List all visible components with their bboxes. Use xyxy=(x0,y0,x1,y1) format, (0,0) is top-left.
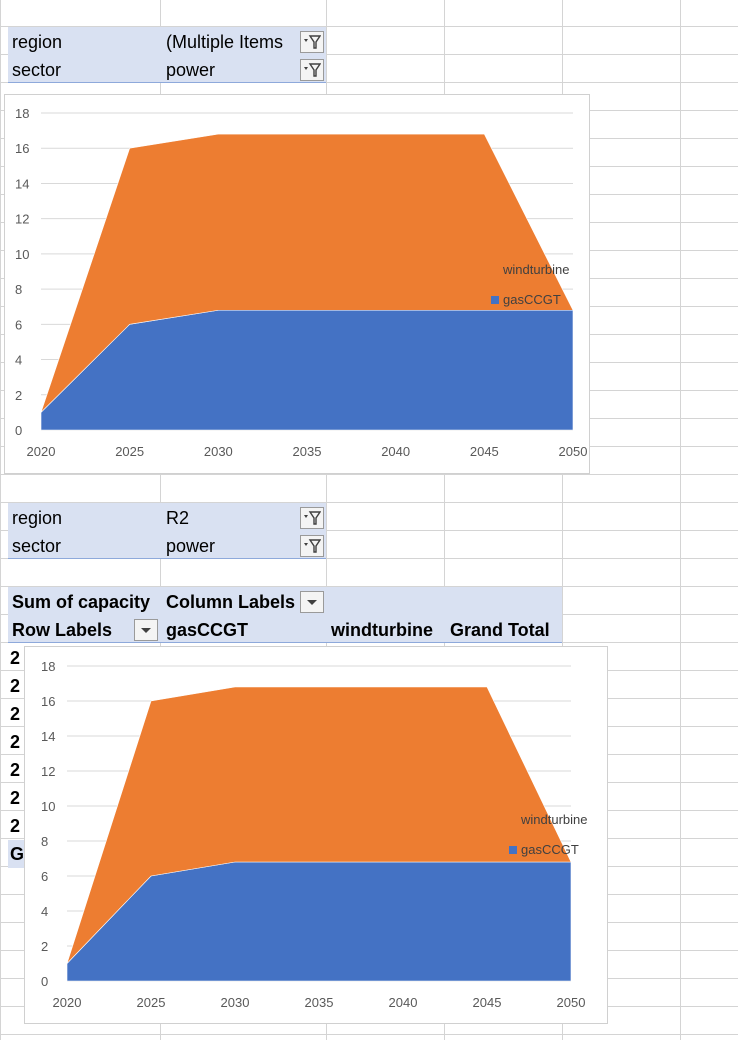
dropdown-icon xyxy=(307,600,317,605)
y-tick-label: 12 xyxy=(15,212,29,227)
x-tick-label: 2045 xyxy=(470,444,499,459)
filter-row-sector xyxy=(8,55,326,83)
y-tick-label: 10 xyxy=(15,247,29,262)
chart-svg: 0 2 4 6 8 10 12 14 16 18 2020 2025 2030 2035 2040 2045 2… xyxy=(15,106,588,459)
region-value: R2 xyxy=(166,508,190,528)
grand-total-row xyxy=(8,840,24,868)
x-tick-label: 2035 xyxy=(293,444,322,459)
y-tick-label: 2 xyxy=(15,388,22,403)
legend-label: windturbine xyxy=(520,812,588,827)
sector-value: power xyxy=(166,60,216,80)
filter-icon xyxy=(304,63,321,77)
area-chart-top[interactable]: 0 2 4 6 8 10 12 14 16 18 2020 2025 2030 2035 2040 2045 2… xyxy=(4,94,590,474)
y-tick-label: 6 xyxy=(15,317,22,332)
y-tick-label: 0 xyxy=(15,423,22,438)
y-tick-label: 16 xyxy=(41,694,55,709)
legend-label: gasCCGT xyxy=(503,292,561,307)
row-labels-dropdown[interactable] xyxy=(134,619,158,641)
pivot-col-gasccgt: gasCCGT xyxy=(166,620,249,640)
filter-icon xyxy=(304,539,321,553)
dropdown-icon xyxy=(141,628,151,633)
area-series-windturbine xyxy=(66,686,572,964)
area-series-windturbine xyxy=(40,133,574,413)
legend-swatch xyxy=(509,846,517,854)
column-gridline xyxy=(680,0,681,1040)
filter-icon xyxy=(304,35,321,49)
column-gridline xyxy=(444,0,445,1040)
x-tick-label: 2035 xyxy=(305,995,334,1010)
pivot-col-grand-total: Grand Total xyxy=(450,620,550,640)
x-tick-label: 2030 xyxy=(204,444,233,459)
x-tick-label: 2040 xyxy=(381,444,410,459)
y-tick-label: 6 xyxy=(41,869,48,884)
row-label-stub: 2 xyxy=(10,732,21,752)
row-label-stub: 2 xyxy=(10,648,21,668)
x-tick-label: 2020 xyxy=(27,444,56,459)
legend-swatch xyxy=(509,816,517,824)
region-filter-button[interactable] xyxy=(300,507,324,529)
filter-underline xyxy=(8,82,326,83)
row-label-stub: 2 xyxy=(10,816,21,836)
column-gridline xyxy=(326,0,327,1040)
filter-row-sector xyxy=(8,531,326,559)
filter-icon xyxy=(304,511,321,525)
filter-row-region xyxy=(8,503,326,531)
x-tick-label: 2050 xyxy=(559,444,588,459)
x-tick-label: 2025 xyxy=(115,444,144,459)
pivot-col-windturbine: windturbine xyxy=(331,620,433,640)
row-label-stub: 2 xyxy=(10,704,21,724)
sector-label: sector xyxy=(12,536,62,556)
chart-svg: 0 2 4 6 8 10 12 14 16 18 2020 2025 2030 2035 2040 2045 2… xyxy=(41,659,588,1010)
column-labels-dropdown[interactable] xyxy=(300,591,324,613)
pivot-values-label: Sum of capacity xyxy=(12,592,151,612)
region-label: region xyxy=(12,508,63,528)
y-tick-label: 14 xyxy=(15,176,29,191)
y-tick-label: 8 xyxy=(15,282,22,297)
region-value: (Multiple Items xyxy=(166,32,284,52)
y-tick-label: 12 xyxy=(41,764,55,779)
y-tick-label: 4 xyxy=(15,353,22,368)
x-tick-label: 2050 xyxy=(557,995,586,1010)
legend-swatch xyxy=(491,266,499,274)
x-tick-label: 2045 xyxy=(473,995,502,1010)
y-tick-label: 14 xyxy=(41,729,55,744)
pivot-header-underline xyxy=(8,642,562,643)
y-tick-label: 16 xyxy=(15,141,29,156)
legend-swatch xyxy=(491,296,499,304)
grand-total-stub: G xyxy=(10,844,25,864)
row-label-stub: 2 xyxy=(10,760,21,780)
sector-value: power xyxy=(166,536,216,556)
y-tick-label: 2 xyxy=(41,939,48,954)
pivot-header-row xyxy=(8,587,562,615)
x-tick-label: 2020 xyxy=(53,995,82,1010)
legend-label: windturbine xyxy=(502,262,570,277)
y-tick-label: 0 xyxy=(41,974,48,989)
x-tick-label: 2025 xyxy=(137,995,166,1010)
y-tick-label: 18 xyxy=(15,106,29,121)
sector-filter-button[interactable] xyxy=(300,59,324,81)
y-tick-label: 4 xyxy=(41,904,48,919)
legend-label: gasCCGT xyxy=(521,842,579,857)
column-gridline xyxy=(562,0,563,1040)
x-tick-label: 2030 xyxy=(221,995,250,1010)
pivot-row-labels: Row Labels xyxy=(12,620,113,640)
y-tick-label: 18 xyxy=(41,659,55,674)
y-tick-label: 10 xyxy=(41,799,55,814)
sector-filter-button[interactable] xyxy=(300,535,324,557)
region-label: region xyxy=(12,32,63,52)
pivot-column-labels: Column Labels xyxy=(166,592,296,612)
sector-label: sector xyxy=(12,60,62,80)
pivot-header-row xyxy=(8,615,562,643)
row-label-stub: 2 xyxy=(10,676,21,696)
x-tick-label: 2040 xyxy=(389,995,418,1010)
row-label-stub: 2 xyxy=(10,788,21,808)
y-tick-label: 8 xyxy=(41,834,48,849)
area-chart-bottom[interactable]: 0 2 4 6 8 10 12 14 16 18 2020 2025 2030 2035 2040 2045 2… xyxy=(24,646,608,1024)
region-filter-button[interactable] xyxy=(300,31,324,53)
filter-underline xyxy=(8,558,326,559)
filter-row-region xyxy=(8,27,326,55)
